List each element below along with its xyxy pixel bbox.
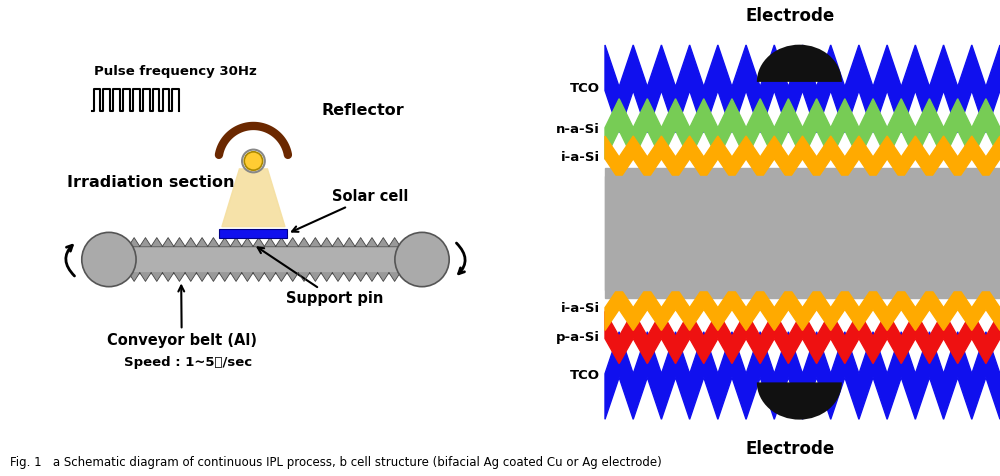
Polygon shape (264, 238, 276, 247)
Polygon shape (208, 273, 219, 281)
Polygon shape (106, 238, 117, 247)
Polygon shape (106, 273, 117, 281)
Polygon shape (253, 273, 264, 281)
Text: Conveyor belt (Al): Conveyor belt (Al) (107, 286, 257, 348)
Polygon shape (174, 273, 185, 281)
Text: TCO: TCO (570, 82, 600, 95)
Polygon shape (310, 238, 321, 247)
Wedge shape (757, 45, 842, 82)
Polygon shape (423, 273, 434, 281)
Polygon shape (287, 273, 298, 281)
Polygon shape (140, 273, 151, 281)
Polygon shape (185, 238, 196, 247)
Polygon shape (344, 238, 355, 247)
Bar (219, 229, 287, 238)
Circle shape (82, 232, 136, 287)
Text: Electrode: Electrode (745, 440, 835, 458)
Polygon shape (264, 273, 276, 281)
Text: Reflector: Reflector (321, 103, 404, 118)
Polygon shape (605, 45, 1000, 132)
Text: i-a-Si: i-a-Si (561, 151, 600, 164)
Polygon shape (344, 273, 355, 281)
Polygon shape (242, 238, 253, 247)
Polygon shape (400, 273, 412, 281)
Polygon shape (605, 287, 1000, 330)
Polygon shape (605, 136, 1000, 180)
Polygon shape (128, 273, 140, 281)
Circle shape (244, 152, 263, 170)
Polygon shape (117, 238, 129, 247)
Polygon shape (287, 238, 298, 247)
Polygon shape (208, 238, 219, 247)
Polygon shape (222, 169, 285, 227)
Polygon shape (412, 273, 423, 281)
Polygon shape (230, 238, 242, 247)
Polygon shape (151, 273, 162, 281)
Polygon shape (332, 273, 344, 281)
Text: n-a-Si: n-a-Si (556, 122, 600, 136)
Text: p-a-Si: p-a-Si (556, 331, 600, 344)
Polygon shape (310, 273, 321, 281)
Polygon shape (276, 273, 287, 281)
Polygon shape (355, 273, 366, 281)
Polygon shape (366, 238, 378, 247)
Text: Support pin: Support pin (258, 248, 384, 307)
Polygon shape (332, 238, 344, 247)
Polygon shape (605, 176, 1000, 290)
Polygon shape (298, 238, 310, 247)
Polygon shape (196, 238, 208, 247)
Polygon shape (378, 238, 389, 247)
Text: Speed : 1~5㎝/sec: Speed : 1~5㎝/sec (124, 356, 252, 369)
Polygon shape (162, 273, 174, 281)
Polygon shape (321, 273, 332, 281)
Polygon shape (400, 238, 412, 247)
Polygon shape (605, 169, 1000, 298)
Circle shape (395, 232, 449, 287)
Polygon shape (162, 238, 174, 247)
Polygon shape (128, 238, 140, 247)
Polygon shape (242, 273, 253, 281)
Polygon shape (605, 311, 1000, 364)
Polygon shape (174, 238, 185, 247)
Polygon shape (423, 238, 434, 247)
Text: Fig. 1   a Schematic diagram of continuous IPL process, b cell structure (bifaci: Fig. 1 a Schematic diagram of continuous… (10, 456, 662, 469)
Polygon shape (94, 273, 106, 281)
Polygon shape (366, 273, 378, 281)
Polygon shape (185, 273, 196, 281)
Bar (94, 247, 435, 273)
Polygon shape (389, 273, 400, 281)
Text: n-Si: n-Si (907, 224, 943, 242)
Polygon shape (219, 273, 230, 281)
Text: i-a-Si: i-a-Si (561, 302, 600, 315)
Polygon shape (298, 273, 310, 281)
Polygon shape (321, 238, 332, 247)
Polygon shape (253, 238, 264, 247)
Polygon shape (230, 273, 242, 281)
Polygon shape (605, 332, 1000, 419)
Polygon shape (276, 238, 287, 247)
Polygon shape (378, 273, 389, 281)
Polygon shape (355, 238, 366, 247)
Text: Solar cell: Solar cell (292, 188, 409, 232)
Polygon shape (605, 99, 1000, 159)
Polygon shape (151, 238, 162, 247)
Text: Irradiation section: Irradiation section (67, 175, 235, 190)
Polygon shape (140, 238, 151, 247)
Text: TCO: TCO (570, 369, 600, 382)
Polygon shape (412, 238, 423, 247)
Text: Pulse frequency 30Hz: Pulse frequency 30Hz (94, 65, 256, 78)
Polygon shape (389, 238, 400, 247)
Polygon shape (117, 273, 129, 281)
Polygon shape (94, 238, 106, 247)
Text: Electrode: Electrode (745, 7, 835, 25)
Wedge shape (757, 382, 842, 420)
Polygon shape (219, 238, 230, 247)
Polygon shape (196, 273, 208, 281)
